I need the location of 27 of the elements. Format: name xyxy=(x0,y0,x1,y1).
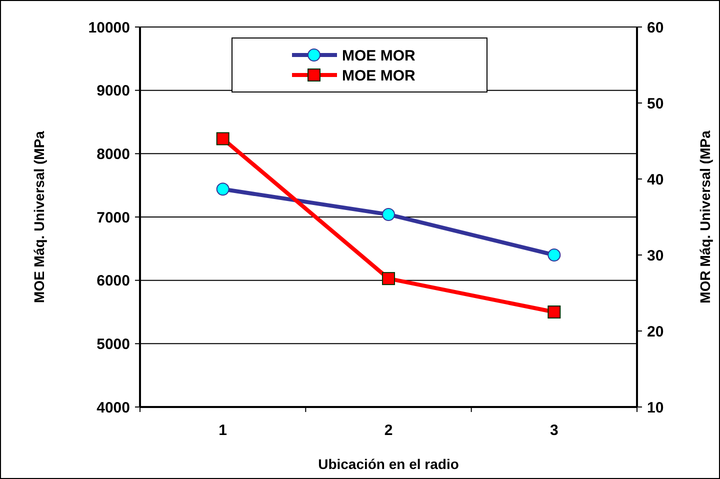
y2-tick-label: 30 xyxy=(647,247,664,264)
y2-tick-label: 40 xyxy=(647,171,664,188)
y2-axis-title: MOR Máq. Universal (MPa xyxy=(697,130,713,304)
point xyxy=(548,248,561,262)
y-tick-label: 7000 xyxy=(96,209,130,226)
x-tick-label: 1 xyxy=(218,422,228,439)
y-tick-label: 6000 xyxy=(96,272,130,290)
legend-label: MOE MOR xyxy=(342,67,416,84)
legend-label: MOE MOR xyxy=(342,47,416,64)
point xyxy=(216,132,230,146)
y2-tick-label: 60 xyxy=(647,19,664,36)
y-tick-label: 4000 xyxy=(96,399,130,416)
y2-tick-label: 10 xyxy=(647,399,664,416)
y2-tick-label: 50 xyxy=(647,95,664,112)
y2-tick-label: 20 xyxy=(647,323,664,340)
y-tick-label: 10000 xyxy=(88,19,130,36)
point xyxy=(382,272,395,286)
y-tick-label: 9000 xyxy=(96,82,130,100)
x-tick-label: 2 xyxy=(384,422,393,439)
y-axis-title: MOE Máq. Universal (MPa xyxy=(31,130,47,303)
y-tick-label: 5000 xyxy=(96,336,130,353)
point xyxy=(548,306,561,318)
y-tick-label: 8000 xyxy=(96,146,130,163)
point xyxy=(216,182,230,196)
x-tick-label: 3 xyxy=(550,422,558,439)
x-axis-title: Ubicación en el radio xyxy=(318,456,459,472)
point xyxy=(382,208,395,221)
